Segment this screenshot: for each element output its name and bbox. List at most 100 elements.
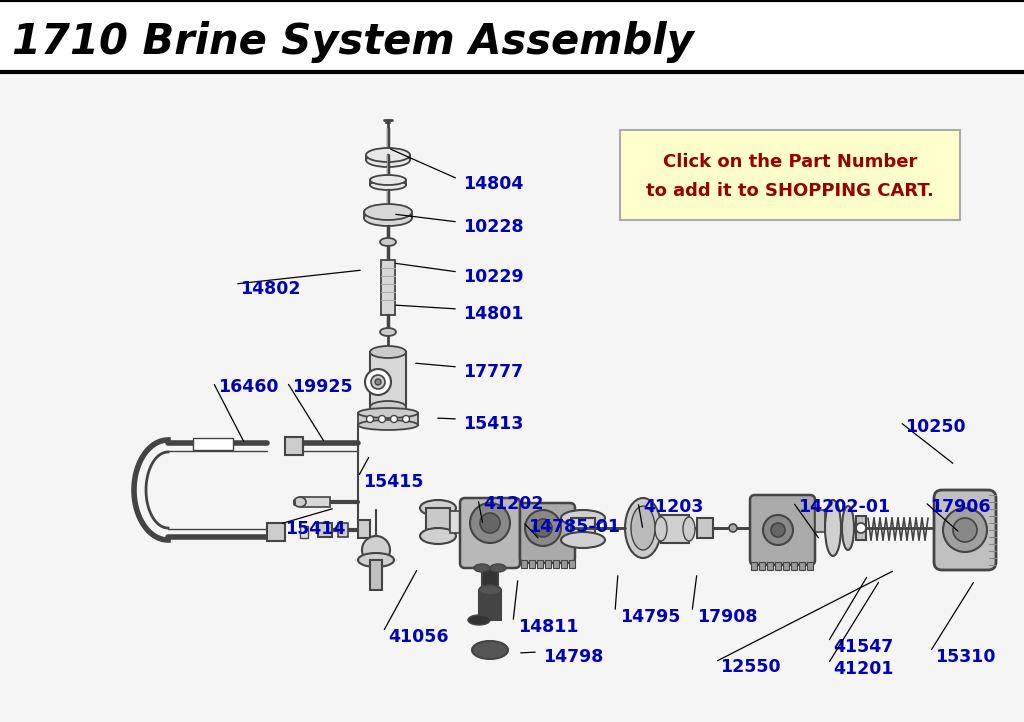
Text: 14798: 14798 [543,648,603,666]
Text: 10250: 10250 [905,418,966,436]
Circle shape [402,415,410,422]
Circle shape [856,523,866,533]
Bar [358,520,370,538]
FancyBboxPatch shape [620,130,961,220]
Bar [529,560,535,568]
Bar [338,523,348,537]
FancyBboxPatch shape [460,498,520,568]
Bar [775,562,781,570]
Text: 14804: 14804 [463,175,523,193]
Text: 41547: 41547 [833,638,893,656]
Ellipse shape [370,401,406,413]
Bar [521,560,527,568]
Ellipse shape [625,498,662,558]
Bar [300,526,308,538]
Bar [791,562,797,570]
Bar [807,562,813,570]
Bar [697,518,713,538]
Ellipse shape [479,585,501,595]
Text: 41056: 41056 [388,628,449,646]
Bar [759,562,765,570]
Circle shape [953,518,977,542]
Text: 41202: 41202 [483,495,544,513]
FancyBboxPatch shape [520,503,575,563]
Bar [569,560,575,568]
Text: 10229: 10229 [463,268,523,286]
Ellipse shape [364,210,412,226]
Ellipse shape [420,500,456,516]
Bar [300,497,330,507]
Bar [479,590,501,620]
Circle shape [375,379,381,385]
Ellipse shape [370,346,406,358]
Text: 41201: 41201 [833,660,894,678]
Bar [767,562,773,570]
Text: 17908: 17908 [697,608,758,626]
Ellipse shape [842,506,854,550]
Circle shape [371,375,385,389]
Circle shape [729,524,737,532]
Text: 15413: 15413 [463,415,523,433]
Circle shape [771,523,785,537]
Text: 15415: 15415 [362,473,424,491]
Ellipse shape [655,517,667,541]
Ellipse shape [474,564,490,572]
Text: 15310: 15310 [935,648,995,666]
Text: 17777: 17777 [463,363,523,381]
Bar [381,260,395,315]
Ellipse shape [420,528,456,544]
Ellipse shape [366,153,410,167]
Bar [799,562,805,570]
Text: 19925: 19925 [292,378,352,396]
Text: 14785-01: 14785-01 [528,518,620,536]
Ellipse shape [370,180,406,190]
Bar [751,562,757,570]
Ellipse shape [358,553,394,567]
Ellipse shape [294,497,306,507]
Ellipse shape [525,510,561,546]
Circle shape [367,415,374,422]
Bar [537,560,543,568]
Ellipse shape [631,506,655,550]
Text: 14802: 14802 [240,280,300,298]
Ellipse shape [380,328,396,336]
Ellipse shape [468,615,490,625]
Bar [571,518,595,540]
Bar [267,523,285,541]
Bar [553,560,559,568]
Text: 10228: 10228 [463,218,523,236]
Circle shape [943,508,987,552]
Text: 14811: 14811 [518,618,579,636]
Text: 14202-01: 14202-01 [798,498,890,516]
Bar [285,437,303,455]
Text: 17906: 17906 [930,498,990,516]
Text: 15414: 15414 [285,520,345,538]
Ellipse shape [370,175,406,185]
Circle shape [379,415,385,422]
Ellipse shape [364,204,412,220]
Circle shape [763,515,793,545]
Bar [856,516,866,540]
Ellipse shape [366,148,410,162]
Text: Click on the Part Number: Click on the Part Number [663,153,918,171]
Circle shape [390,415,397,422]
FancyBboxPatch shape [934,490,996,570]
Text: 1710 Brine System Assembly: 1710 Brine System Assembly [12,21,693,63]
Bar [815,510,825,532]
Text: 16460: 16460 [218,378,279,396]
Ellipse shape [362,536,390,564]
Bar [370,560,382,590]
Text: 14801: 14801 [463,305,523,323]
Circle shape [480,513,500,533]
Bar [545,560,551,568]
Bar [561,560,567,568]
Ellipse shape [561,510,605,526]
Bar [783,562,790,570]
Bar [318,523,332,537]
Bar [193,438,233,450]
Ellipse shape [470,503,510,543]
Circle shape [534,519,552,537]
Ellipse shape [490,564,506,572]
Text: to add it to SHOPPING CART.: to add it to SHOPPING CART. [646,182,934,200]
Ellipse shape [380,238,396,246]
